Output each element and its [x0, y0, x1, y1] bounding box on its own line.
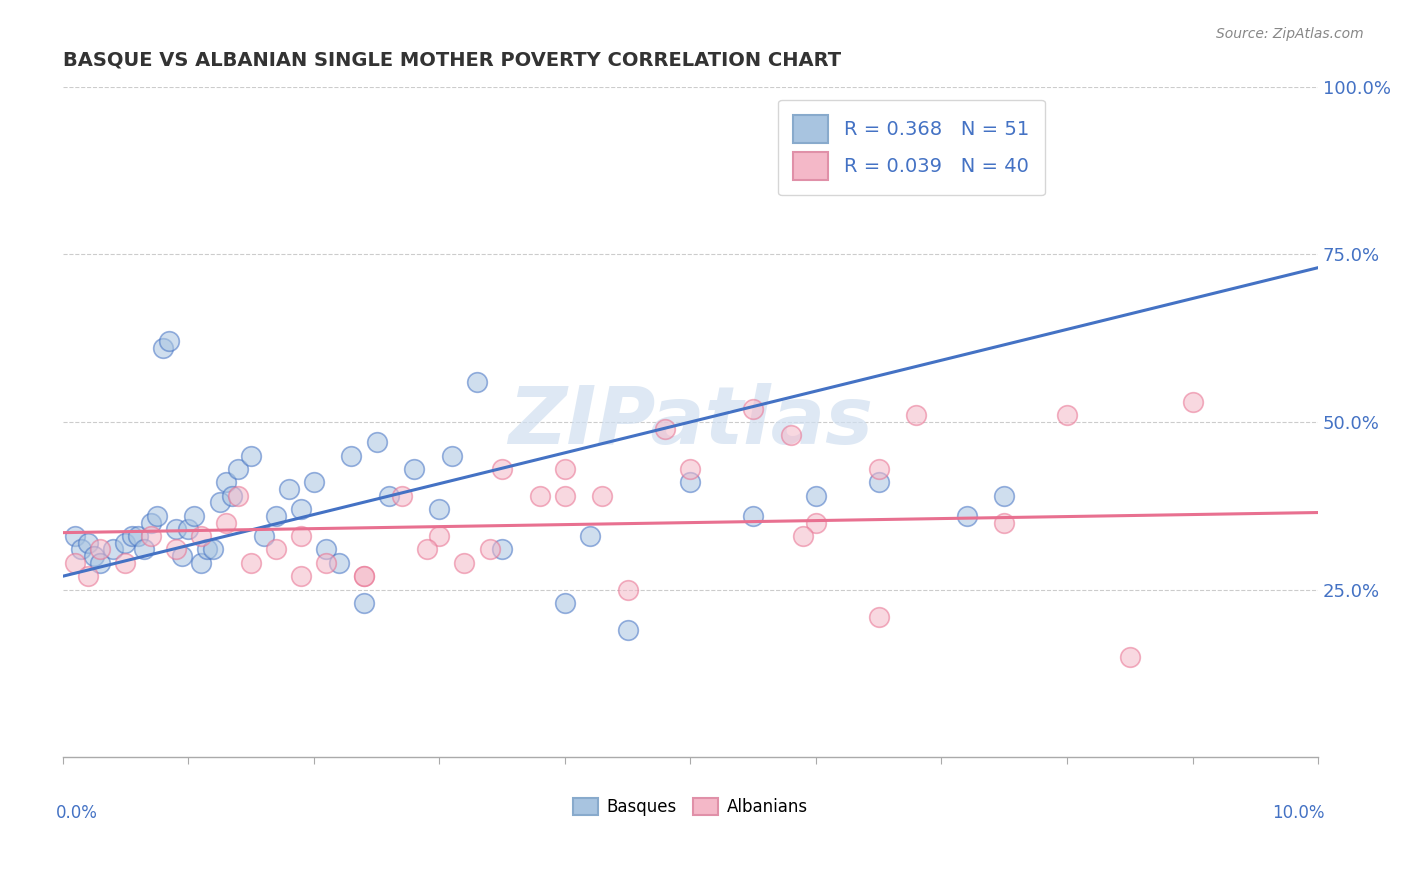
- Point: [177, 522, 200, 536]
- Point: [616, 582, 638, 597]
- Point: [195, 542, 218, 557]
- Point: [202, 542, 225, 557]
- Point: [70, 542, 93, 557]
- Point: [491, 462, 513, 476]
- Text: BASQUE VS ALBANIAN SINGLE MOTHER POVERTY CORRELATION CHART: BASQUE VS ALBANIAN SINGLE MOTHER POVERTY…: [63, 51, 841, 70]
- Point: [554, 462, 576, 476]
- Point: [190, 556, 212, 570]
- Point: [1119, 649, 1142, 664]
- Point: [239, 449, 262, 463]
- Point: [146, 508, 169, 523]
- Point: [165, 522, 187, 536]
- Point: [239, 556, 262, 570]
- Text: Source: ZipAtlas.com: Source: ZipAtlas.com: [1216, 27, 1364, 41]
- Point: [353, 596, 375, 610]
- Point: [63, 556, 86, 570]
- Point: [89, 542, 111, 557]
- Point: [868, 475, 890, 490]
- Point: [114, 535, 136, 549]
- Point: [183, 508, 205, 523]
- Point: [252, 529, 274, 543]
- Point: [378, 489, 401, 503]
- Point: [83, 549, 105, 563]
- Point: [340, 449, 363, 463]
- Point: [127, 529, 149, 543]
- Point: [554, 489, 576, 503]
- Point: [290, 529, 312, 543]
- Point: [804, 516, 827, 530]
- Point: [315, 556, 337, 570]
- Point: [264, 542, 287, 557]
- Point: [366, 435, 388, 450]
- Point: [76, 569, 98, 583]
- Point: [529, 489, 551, 503]
- Point: [654, 422, 676, 436]
- Point: [440, 449, 463, 463]
- Point: [679, 475, 702, 490]
- Point: [139, 529, 162, 543]
- Point: [208, 495, 231, 509]
- Text: ZIPatlas: ZIPatlas: [508, 383, 873, 461]
- Point: [993, 516, 1015, 530]
- Point: [221, 489, 243, 503]
- Point: [804, 489, 827, 503]
- Point: [215, 475, 238, 490]
- Point: [89, 556, 111, 570]
- Point: [165, 542, 187, 557]
- Point: [157, 334, 180, 349]
- Point: [453, 556, 475, 570]
- Text: 0.0%: 0.0%: [56, 805, 98, 822]
- Point: [993, 489, 1015, 503]
- Point: [416, 542, 439, 557]
- Point: [63, 529, 86, 543]
- Point: [404, 462, 426, 476]
- Point: [139, 516, 162, 530]
- Text: 10.0%: 10.0%: [1272, 805, 1324, 822]
- Point: [1056, 409, 1078, 423]
- Point: [579, 529, 602, 543]
- Point: [152, 341, 174, 355]
- Point: [427, 502, 450, 516]
- Point: [76, 535, 98, 549]
- Point: [353, 569, 375, 583]
- Point: [134, 542, 156, 557]
- Point: [868, 462, 890, 476]
- Point: [554, 596, 576, 610]
- Point: [905, 409, 928, 423]
- Point: [264, 508, 287, 523]
- Point: [955, 508, 977, 523]
- Legend: R = 0.368   N = 51, R = 0.039   N = 40: R = 0.368 N = 51, R = 0.039 N = 40: [778, 100, 1045, 195]
- Point: [302, 475, 325, 490]
- Point: [228, 489, 250, 503]
- Point: [616, 623, 638, 637]
- Point: [391, 489, 413, 503]
- Point: [491, 542, 513, 557]
- Point: [228, 462, 250, 476]
- Point: [277, 482, 299, 496]
- Point: [101, 542, 124, 557]
- Point: [779, 428, 801, 442]
- Point: [742, 508, 765, 523]
- Point: [478, 542, 501, 557]
- Point: [328, 556, 350, 570]
- Point: [792, 529, 814, 543]
- Point: [290, 569, 312, 583]
- Point: [427, 529, 450, 543]
- Point: [121, 529, 143, 543]
- Point: [742, 401, 765, 416]
- Point: [114, 556, 136, 570]
- Point: [353, 569, 375, 583]
- Point: [215, 516, 238, 530]
- Point: [190, 529, 212, 543]
- Point: [592, 489, 614, 503]
- Point: [868, 609, 890, 624]
- Point: [315, 542, 337, 557]
- Point: [170, 549, 193, 563]
- Point: [1181, 394, 1204, 409]
- Point: [679, 462, 702, 476]
- Point: [290, 502, 312, 516]
- Point: [465, 375, 488, 389]
